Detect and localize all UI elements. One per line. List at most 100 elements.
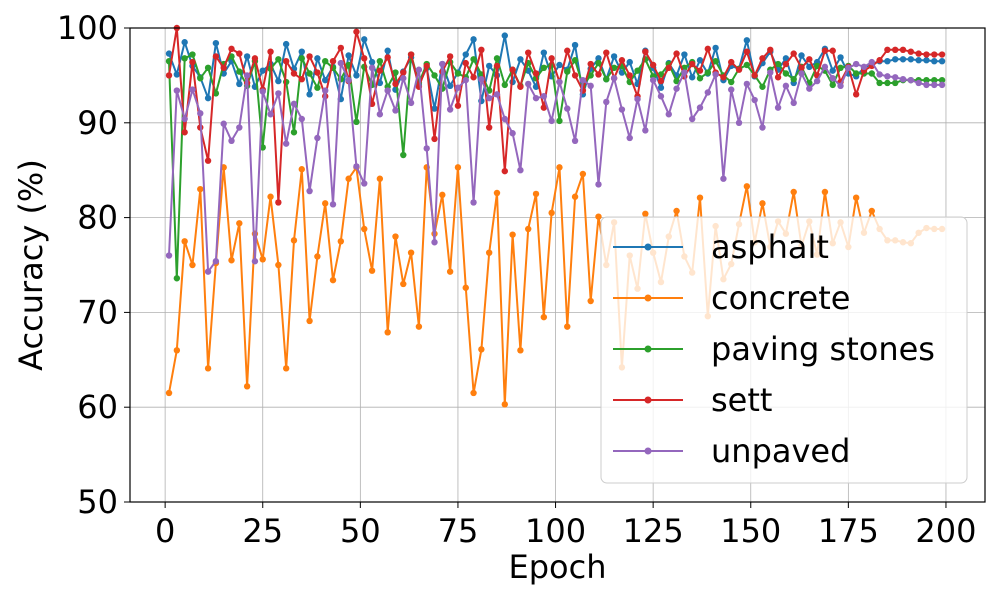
data-point (931, 57, 938, 65)
data-point (275, 261, 282, 269)
data-point (493, 55, 501, 62)
legend: asphalt concrete paving stones sett unpaved (600, 216, 968, 484)
legend-label: asphalt (711, 228, 829, 266)
data-point (181, 39, 188, 46)
series-unpaved (165, 58, 946, 275)
data-point (564, 47, 571, 54)
data-point (290, 70, 298, 77)
data-point (423, 62, 430, 70)
data-point (587, 60, 594, 68)
data-point (337, 238, 345, 245)
data-point (439, 60, 446, 68)
data-point (876, 71, 883, 78)
data-point (376, 175, 384, 182)
legend-box (600, 216, 968, 484)
data-point (259, 256, 266, 263)
data-point (696, 57, 704, 64)
data-point (478, 346, 485, 353)
data-point (610, 64, 618, 72)
data-point (681, 51, 688, 58)
data-point (431, 135, 438, 143)
data-point (376, 57, 384, 65)
data-point (673, 77, 680, 85)
legend-label: paving stones (711, 330, 935, 368)
data-point (884, 79, 891, 87)
data-point (384, 87, 391, 94)
data-point (189, 51, 196, 58)
data-point (759, 83, 766, 90)
data-point (595, 55, 602, 62)
data-point (361, 36, 368, 43)
data-point (728, 78, 735, 86)
data-point (790, 188, 797, 196)
data-point (751, 72, 758, 79)
data-point (165, 50, 173, 57)
data-point (806, 63, 813, 71)
data-point (345, 52, 352, 59)
data-point (353, 28, 360, 35)
data-point (728, 58, 735, 66)
data-point (236, 80, 243, 88)
data-point (532, 190, 540, 198)
data-point (470, 74, 477, 81)
data-point (259, 88, 266, 95)
x-tick-label: 200 (915, 512, 976, 550)
data-point (790, 99, 797, 107)
y-tick-label: 50 (77, 483, 118, 521)
data-point (400, 280, 407, 288)
data-point (798, 70, 805, 77)
data-point (306, 317, 313, 325)
data-point (259, 67, 266, 74)
data-point (657, 84, 665, 91)
data-point (688, 60, 696, 68)
data-point (517, 167, 524, 174)
data-point (361, 55, 368, 62)
data-point (298, 166, 305, 173)
data-point (540, 93, 548, 100)
data-point (275, 90, 282, 97)
data-point (525, 80, 532, 88)
data-point (626, 72, 633, 79)
y-tick-label: 90 (77, 104, 118, 142)
data-point (197, 110, 204, 117)
data-point (446, 82, 454, 90)
data-point (782, 82, 790, 90)
data-point (462, 284, 469, 291)
data-point (220, 64, 227, 72)
data-point (923, 81, 930, 89)
data-point (267, 193, 274, 200)
data-point (337, 59, 345, 67)
data-point (322, 76, 329, 84)
data-point (306, 70, 313, 77)
data-point (314, 253, 321, 260)
data-point (485, 249, 493, 256)
data-point (173, 275, 181, 282)
data-point (189, 261, 196, 269)
data-point (571, 41, 579, 49)
data-point (282, 365, 290, 372)
data-point (454, 70, 462, 77)
data-point (657, 77, 665, 85)
legend-label: sett (711, 381, 772, 419)
data-point (282, 40, 290, 48)
data-point (852, 194, 860, 201)
data-point (228, 257, 235, 264)
data-point (587, 82, 594, 90)
data-point (892, 56, 899, 63)
data-point (821, 188, 829, 196)
data-point (462, 76, 469, 84)
data-point (501, 401, 508, 408)
data-point (478, 75, 485, 83)
data-point (743, 183, 751, 190)
data-point (540, 313, 548, 321)
data-point (485, 62, 493, 70)
data-point (579, 76, 587, 84)
data-point (228, 45, 235, 53)
data-point (712, 57, 719, 65)
data-point (392, 80, 399, 88)
legend-item: concrete (613, 279, 850, 317)
data-point (400, 151, 407, 159)
data-point (696, 194, 704, 201)
